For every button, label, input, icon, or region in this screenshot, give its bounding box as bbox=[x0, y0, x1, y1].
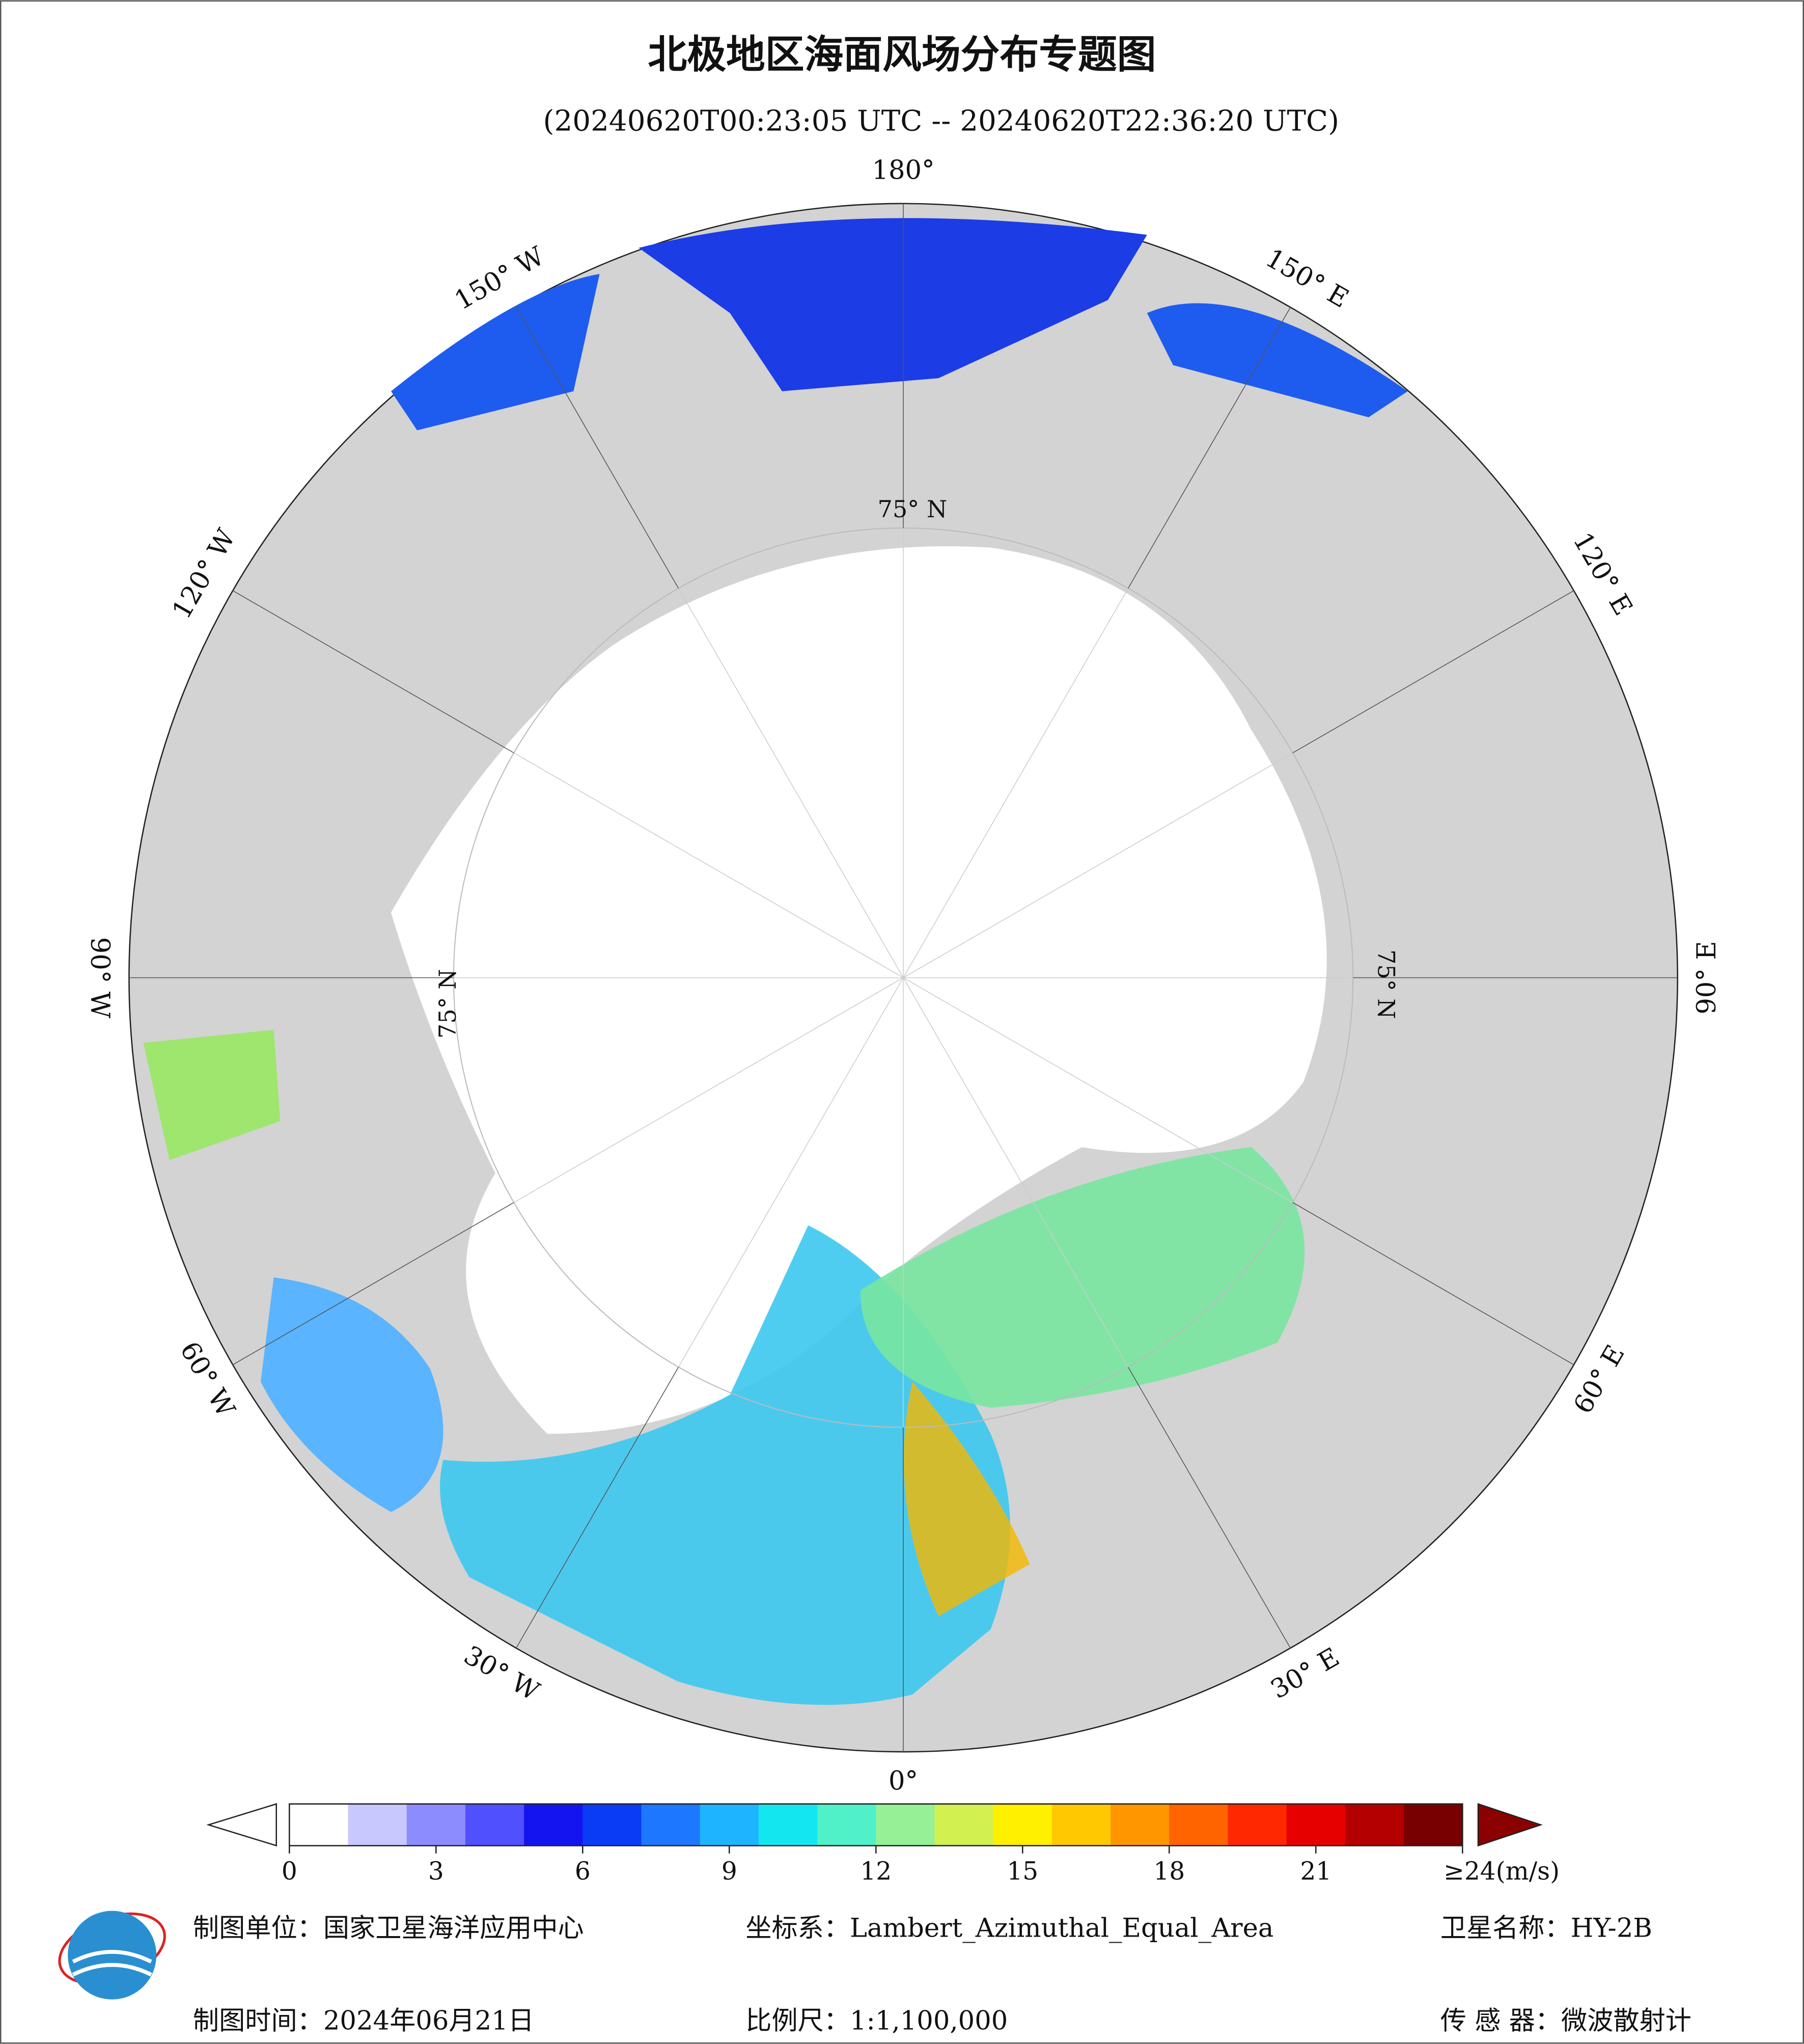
meridian bbox=[903, 588, 1129, 978]
footer-sensor: 传 感 器：微波散射计 bbox=[1440, 2005, 1691, 2036]
color-step bbox=[289, 1804, 349, 1846]
meridian bbox=[903, 977, 1129, 1367]
meridian bbox=[903, 752, 1293, 978]
meridian bbox=[513, 752, 904, 978]
meridian-label: 90° E bbox=[1691, 941, 1722, 1014]
meridian bbox=[1292, 1202, 1574, 1365]
meridian bbox=[678, 588, 904, 978]
color-step bbox=[524, 1804, 584, 1846]
meridian bbox=[513, 977, 904, 1203]
colorbar-tick-label: 12 bbox=[860, 1857, 892, 1886]
meridian bbox=[1127, 1366, 1291, 1648]
color-step bbox=[1111, 1804, 1170, 1846]
color-step bbox=[1169, 1804, 1229, 1846]
meridian bbox=[1127, 307, 1291, 589]
color-step bbox=[348, 1804, 407, 1846]
footer-date: 制图时间：2024年06月21日 bbox=[193, 2005, 534, 2036]
meridian-label: 180° bbox=[872, 155, 934, 185]
color-step bbox=[465, 1804, 525, 1846]
footer-satellite: 卫星名称：HY-2B bbox=[1440, 1913, 1652, 1944]
colorbar-tick-label: 0 bbox=[282, 1857, 297, 1886]
footer-unit: 制图单位：国家卫星海洋应用中心 bbox=[193, 1913, 584, 1944]
logo bbox=[58, 1911, 166, 2000]
meridian bbox=[516, 307, 679, 589]
meridian bbox=[232, 590, 514, 753]
colorbar-tick-label: 15 bbox=[1007, 1857, 1038, 1886]
color-step bbox=[993, 1804, 1053, 1846]
color-step bbox=[641, 1804, 701, 1846]
footer-crs: 坐标系：Lambert_Azimuthal_Equal_Area bbox=[745, 1913, 1273, 1944]
color-step bbox=[1404, 1804, 1463, 1846]
color-step bbox=[406, 1804, 466, 1846]
meridian bbox=[516, 1366, 679, 1648]
meridian-label: 90° W bbox=[85, 937, 115, 1019]
color-step bbox=[876, 1804, 935, 1846]
title: 北极地区海面风场分布专题图 bbox=[648, 32, 1156, 78]
color-step bbox=[1228, 1804, 1287, 1846]
colorbar-tick-label: ≥24(m/s) bbox=[1444, 1857, 1560, 1886]
color-step bbox=[700, 1804, 760, 1846]
color-step bbox=[1286, 1804, 1346, 1846]
colorbar-tick-label: 9 bbox=[721, 1857, 737, 1886]
color-step bbox=[934, 1804, 994, 1846]
color-step bbox=[1345, 1804, 1405, 1846]
color-step bbox=[817, 1804, 877, 1846]
meridian bbox=[903, 977, 1293, 1203]
meridian bbox=[1292, 590, 1574, 753]
parallel-label: 75° N bbox=[434, 969, 461, 1039]
parallel-label: 75° N bbox=[1373, 949, 1400, 1019]
color-step bbox=[582, 1804, 642, 1846]
colorbar-tick-label: 18 bbox=[1153, 1857, 1185, 1886]
meridian bbox=[678, 977, 904, 1367]
color-step bbox=[1051, 1804, 1112, 1846]
meridian-label: 0° bbox=[889, 1766, 918, 1797]
colorbar-tick-label: 3 bbox=[428, 1857, 444, 1886]
subtitle: (20240620T00:23:05 UTC -- 20240620T22:36… bbox=[543, 104, 1340, 137]
colorbar-tick-label: 6 bbox=[575, 1857, 591, 1886]
colorbar: 0 3 6 9 12 15 18 21 ≥24(m/s) bbox=[206, 1803, 1560, 1886]
meridian bbox=[232, 1202, 514, 1365]
footer-scale: 比例尺：1:1,100,000 bbox=[745, 2005, 1008, 2036]
colorbar-tick-label: 21 bbox=[1300, 1857, 1331, 1886]
parallel-label: 75° N bbox=[878, 495, 948, 523]
color-step bbox=[758, 1804, 818, 1846]
